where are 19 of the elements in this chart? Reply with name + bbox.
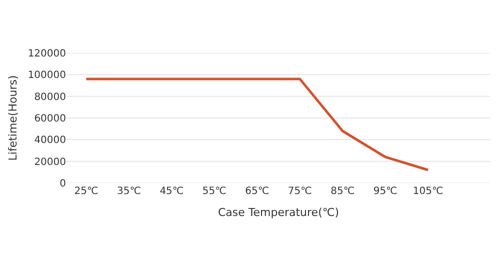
x-axis-title: Case Temperature(℃): [218, 206, 340, 220]
y-tick-label: 0: [60, 178, 66, 190]
line-series: [84, 78, 430, 172]
x-tick-label: 35℃: [116, 186, 141, 197]
y-tick-label: 40000: [34, 135, 66, 146]
y-axis-title: Lifetime(Hours): [6, 75, 20, 161]
y-tick-label: 60000: [34, 114, 66, 124]
x-tick-label: 85℃: [330, 186, 355, 197]
x-tick-label: 75℃: [288, 186, 312, 197]
x-tick-label: 25℃: [74, 186, 98, 197]
y-tick-label: 100000: [28, 70, 66, 82]
x-tick-label: 105℃: [412, 186, 444, 197]
y-tick-label: 20000: [34, 156, 66, 168]
y-tick-label: 80000: [34, 92, 66, 103]
x-tick-label: 55℃: [202, 186, 226, 197]
y-tick-label: 120000: [28, 48, 66, 60]
x-tick-label: 45℃: [160, 186, 184, 197]
x-tick-label: 95℃: [373, 186, 398, 197]
x-tick-label: 65℃: [245, 186, 270, 197]
